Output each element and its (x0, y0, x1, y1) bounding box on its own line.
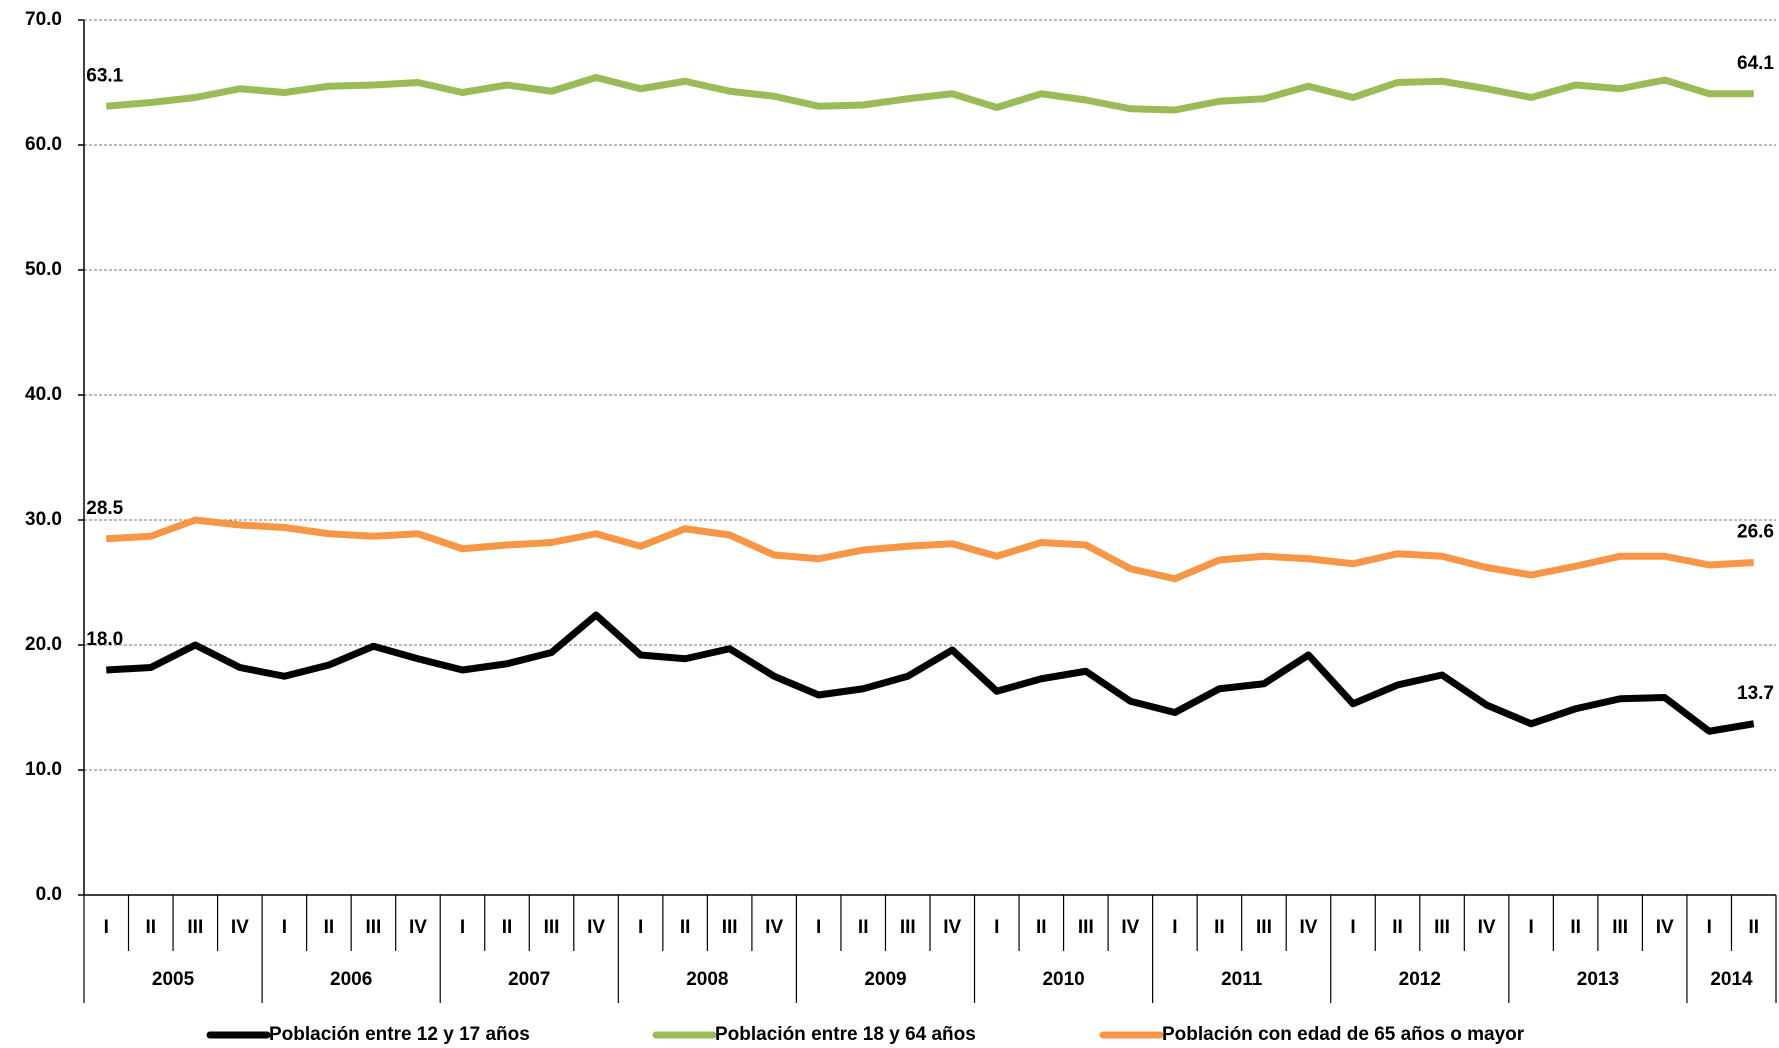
x-tick-label: II (1570, 917, 1581, 938)
year-label: 2013 (1577, 969, 1619, 990)
x-tick-label: III (544, 917, 560, 938)
x-tick-label: I (1707, 917, 1712, 938)
year-label: 2006 (330, 969, 372, 990)
x-tick-label: I (994, 917, 999, 938)
series-line (106, 516, 1754, 583)
year-label: 2008 (686, 969, 728, 990)
x-tick-label: II (1748, 917, 1759, 938)
y-tick-label: 50.0 (25, 259, 62, 280)
x-tick-label: III (1256, 917, 1272, 938)
year-label: 2007 (508, 969, 550, 990)
data-label: 26.6 (1737, 522, 1774, 543)
x-tick-label: II (1392, 917, 1403, 938)
x-tick-label: I (104, 917, 109, 938)
x-tick-label: IV (943, 917, 961, 938)
x-tick-label: III (1078, 917, 1094, 938)
y-tick-label: 30.0 (25, 509, 62, 530)
y-tick-label: 70.0 (25, 9, 62, 30)
y-tick-label: 0.0 (36, 884, 62, 905)
x-tick-label: I (1528, 917, 1533, 938)
legend-label: Población entre 12 y 17 años (269, 1024, 530, 1045)
x-tick-label: I (460, 917, 465, 938)
data-label: 64.1 (1737, 53, 1774, 74)
legend-label: Población entre 18 y 64 años (715, 1024, 976, 1045)
x-tick-label: II (858, 917, 869, 938)
year-label: 2011 (1221, 969, 1263, 990)
x-tick-label: IV (1121, 917, 1139, 938)
x-tick-label: I (282, 917, 287, 938)
x-tick-label: IV (409, 917, 427, 938)
x-tick-label: IV (231, 917, 249, 938)
year-label: 2012 (1399, 969, 1441, 990)
series-line (106, 611, 1755, 735)
year-label: 2009 (864, 969, 906, 990)
x-tick-label: III (1434, 917, 1450, 938)
x-tick-label: IV (765, 917, 783, 938)
x-tick-label: I (1350, 917, 1355, 938)
x-tick-label: III (187, 917, 203, 938)
year-label: 2014 (1710, 969, 1753, 990)
x-tick-label: II (1214, 917, 1225, 938)
data-label: 63.1 (86, 65, 123, 86)
x-tick-label: II (146, 917, 157, 938)
x-tick-label: I (1172, 917, 1177, 938)
x-tick-label: II (680, 917, 691, 938)
x-tick-label: III (365, 917, 381, 938)
y-tick-label: 60.0 (25, 134, 62, 155)
x-tick-label: III (900, 917, 916, 938)
year-label: 2010 (1042, 969, 1084, 990)
y-tick-label: 10.0 (25, 759, 62, 780)
y-tick-label: 20.0 (25, 634, 62, 655)
x-tick-label: II (324, 917, 335, 938)
x-tick-label: IV (1656, 917, 1674, 938)
data-label: 13.7 (1737, 683, 1774, 704)
data-label: 18.0 (86, 629, 123, 650)
x-tick-label: II (1036, 917, 1047, 938)
series-line (105, 74, 1754, 114)
x-tick-label: III (1612, 917, 1628, 938)
x-tick-label: I (816, 917, 821, 938)
x-tick-label: IV (1299, 917, 1317, 938)
year-label: 2005 (152, 969, 195, 990)
x-tick-label: II (502, 917, 513, 938)
x-tick-label: IV (587, 917, 605, 938)
legend-label: Población con edad de 65 años o mayor (1162, 1024, 1525, 1045)
data-label: 28.5 (86, 498, 123, 519)
x-tick-label: IV (1478, 917, 1496, 938)
y-tick-label: 40.0 (25, 384, 62, 405)
x-tick-label: III (722, 917, 738, 938)
x-tick-label: I (638, 917, 643, 938)
